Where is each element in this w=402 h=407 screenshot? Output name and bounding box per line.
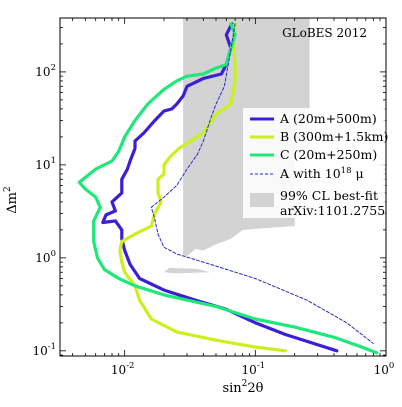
x-tick-label-exp: 0 [389,361,394,371]
x-tick-label: 100 [374,361,395,377]
y-tick-label: 100 [35,249,56,265]
legend-label-a-1e18-base: A with 10 [279,166,341,181]
series-line-b-300m-1-5km [118,22,287,353]
x-tick-label: 10-2 [111,361,135,377]
best-fit-region-part-2 [164,267,210,274]
legend-label-shaded-line2: arXiv:1101.2755 [280,203,385,218]
y-tick-label-exp: 0 [51,249,56,259]
legend-swatch-shaded [250,193,274,207]
x-tick-label-exp: -2 [126,361,134,371]
y-tick-label-exp: -1 [48,342,56,352]
x-axis-label-rest: 2θ [247,381,263,396]
y-tick-label-exp: 1 [51,156,56,166]
y-axis-label-sup: 2 [3,186,13,192]
legend-label-shaded-line1: 99% CL best-fit [280,188,378,203]
legend-label-a-1e18-rest: μ [351,166,363,181]
legend: A (20m+500m) B (300m+1.5km) C (20m+250m)… [243,108,388,218]
legend-label-a: A (20m+500m) [279,111,377,126]
legend-label-c: C (20m+250m) [280,147,377,162]
y-tick-label-exp: 2 [51,63,56,73]
x-axis-label: sin22θ [222,379,263,396]
x-tick-label-base: 10 [111,363,126,377]
x-tick-label: 10-1 [242,361,266,377]
y-axis-label: Δm2 [3,186,20,213]
series-line-c-20m-250m [77,22,379,355]
y-tick-label: 102 [35,63,56,79]
y-tick-label: 101 [35,156,56,172]
corner-label: GLoBES 2012 [282,26,367,40]
legend-label-a-1e18: A with 1018 μ [279,166,364,181]
series-line-a-20m-500m [101,22,339,353]
best-fit-region-part-1 [183,247,196,256]
x-axis-label-sup: 2 [242,379,248,389]
legend-label-b: B (300m+1.5km) [280,129,388,144]
y-tick-label: 10-1 [32,342,56,358]
plot-frame [59,17,387,357]
y-tick-label-base: 10 [35,158,50,172]
x-tick-label-base: 10 [242,363,257,377]
series-layer [77,22,379,355]
y-axis-label-base: Δm [5,192,20,214]
x-tick-label-exp: -1 [257,361,265,371]
legend-label-a-1e18-sup: 18 [341,166,352,176]
y-tick-label-base: 10 [35,65,50,79]
y-tick-label-base: 10 [35,251,50,265]
x-axis-label-base: sin [222,381,242,396]
series-line-a-with-1e18-mu [150,23,374,344]
y-tick-label-base: 10 [32,344,47,358]
x-tick-label-base: 10 [374,363,389,377]
